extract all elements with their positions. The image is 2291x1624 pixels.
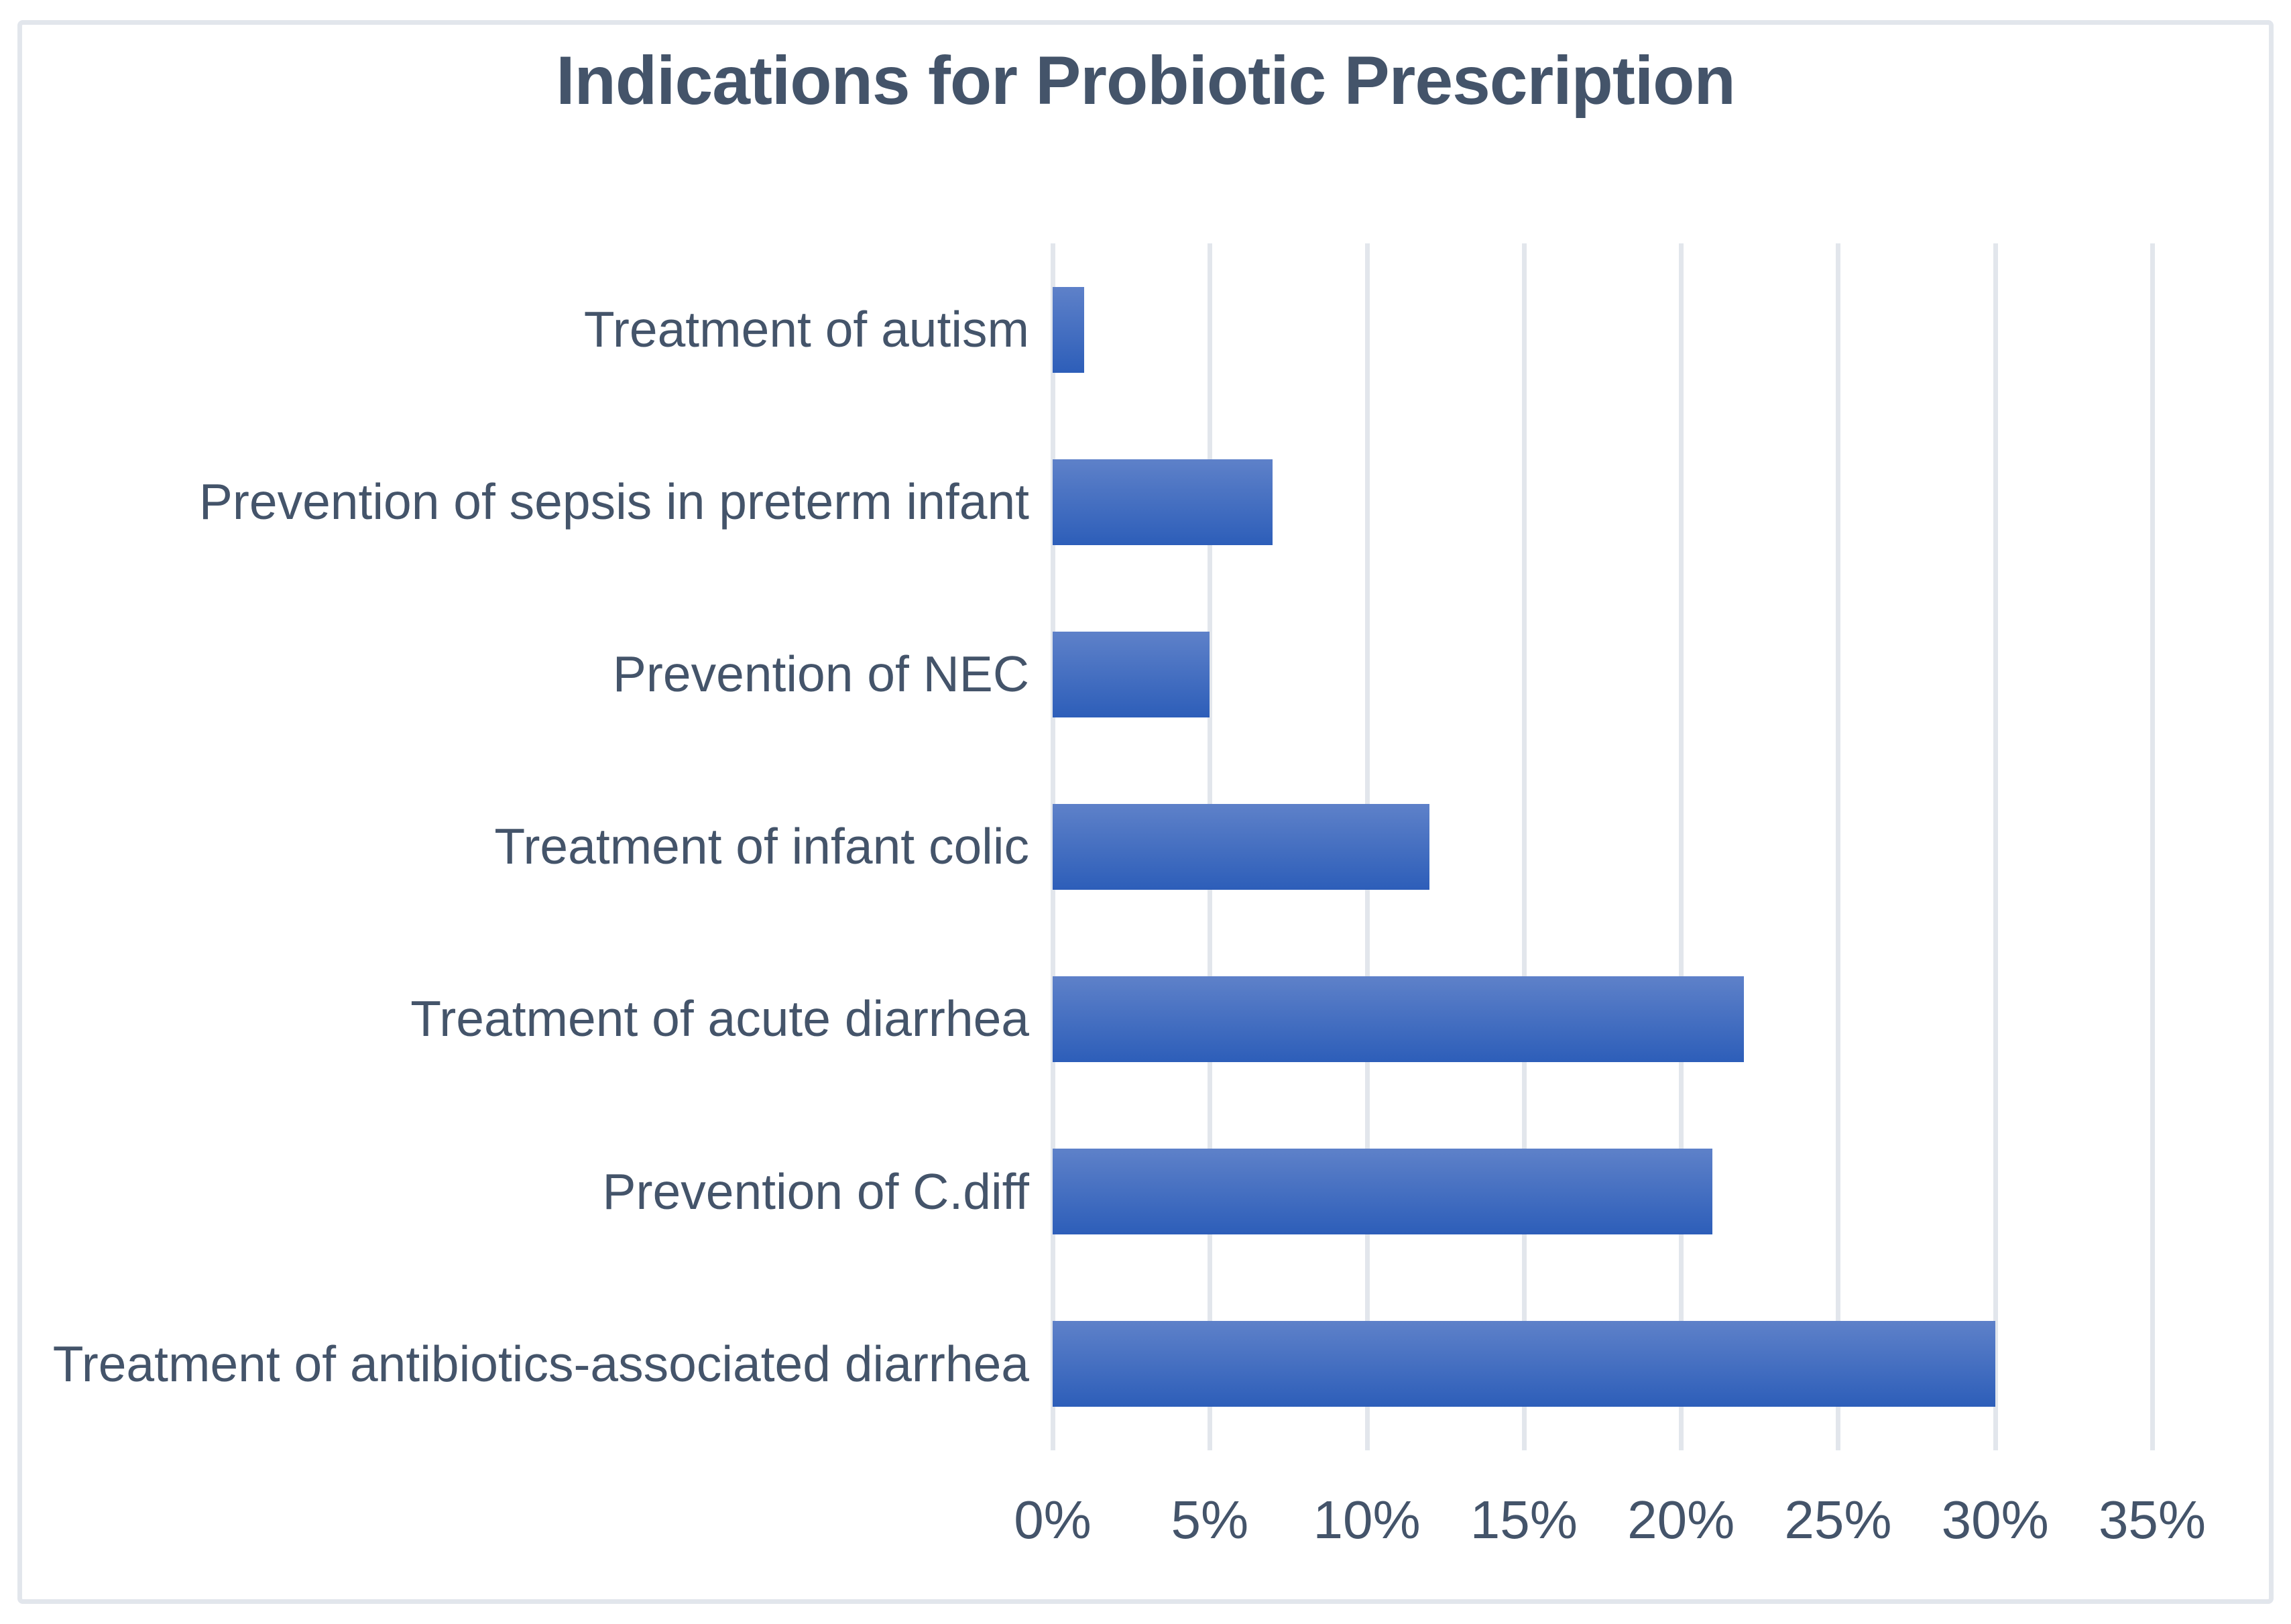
x-tick-label-35%: 35% [2098, 1490, 2207, 1550]
bar-treatment-of-acute-diarrhea [1053, 976, 1744, 1063]
chart-title: Indications for Probiotic Prescription [556, 42, 1736, 119]
bar-prevention-of-c-diff [1053, 1149, 1712, 1235]
gridline-15% [1521, 243, 1527, 1450]
gridline-25% [1836, 243, 1841, 1450]
category-label-row: Treatment of acute diarrhea [40, 933, 1029, 1106]
gridline-35% [2150, 243, 2155, 1450]
category-label: Treatment of antibiotics-associated diar… [52, 1335, 1029, 1392]
bar-row [1053, 243, 2152, 416]
category-label: Treatment of autism [583, 300, 1029, 357]
bar-row [1053, 1278, 2152, 1450]
x-tick-label-15%: 15% [1470, 1490, 1578, 1550]
bar-prevention-of-nec [1053, 631, 1210, 717]
bar-treatment-of-antibiotics-associated-diarrhea [1053, 1321, 1995, 1407]
x-tick-label-30%: 30% [1941, 1490, 2049, 1550]
x-tick-label-25%: 25% [1784, 1490, 1892, 1550]
gridline-20% [1679, 243, 1684, 1450]
category-label: Prevention of C.diff [602, 1163, 1029, 1220]
bar-prevention-of-sepsis-in-preterm-infant [1053, 459, 1273, 545]
gridline-30% [1993, 243, 1998, 1450]
bar-row [1053, 760, 2152, 933]
bar-row [1053, 1106, 2152, 1278]
category-axis-labels: Treatment of autism Prevention of sepsis … [40, 243, 1029, 1450]
bar-treatment-of-infant-colic [1053, 803, 1430, 890]
x-tick-label-5%: 5% [1171, 1490, 1249, 1550]
category-label: Prevention of sepsis in preterm infant [198, 473, 1029, 530]
category-label-row: Treatment of autism [40, 243, 1029, 416]
category-label: Treatment of infant colic [494, 818, 1029, 875]
category-label-row: Prevention of NEC [40, 588, 1029, 760]
category-label-row: Treatment of infant colic [40, 760, 1029, 933]
x-tick-label-10%: 10% [1313, 1490, 1421, 1550]
bar-row [1053, 416, 2152, 588]
bar-row [1053, 933, 2152, 1106]
category-label: Treatment of acute diarrhea [410, 990, 1029, 1047]
value-axis-labels: 0% 5% 10% 15% 20% 25% 30% 35% [1014, 1489, 2206, 1570]
bar-treatment-of-autism [1053, 286, 1084, 373]
x-tick-label-0%: 0% [1014, 1490, 1092, 1550]
x-tick-label-20%: 20% [1627, 1490, 1735, 1550]
category-label-row: Prevention of C.diff [40, 1106, 1029, 1278]
bar-series [1053, 243, 2152, 1450]
category-label-row: Treatment of antibiotics-associated diar… [40, 1278, 1029, 1450]
bar-row [1053, 588, 2152, 760]
category-label: Prevention of NEC [612, 646, 1029, 703]
plot-area: Treatment of autism Prevention of sepsis … [53, 243, 2206, 1550]
category-label-row: Prevention of sepsis in preterm infant [40, 416, 1029, 588]
